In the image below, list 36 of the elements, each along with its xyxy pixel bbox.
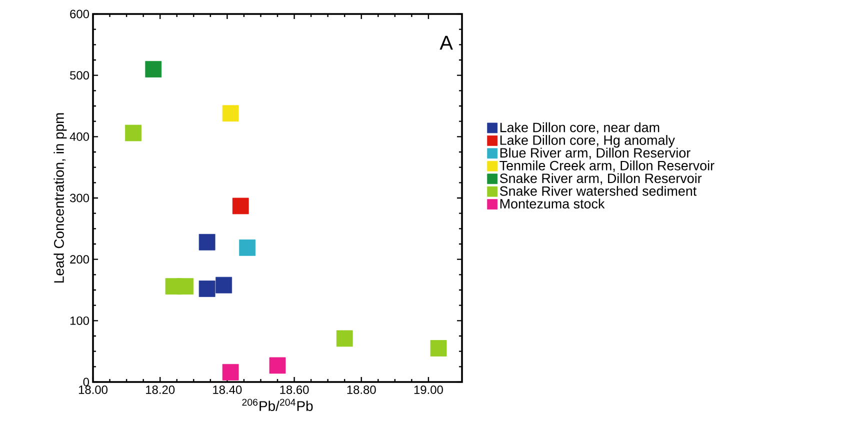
x-axis-title: $^{206}$Pb/$^{204}$Pb [242,398,313,411]
legend-label: Snake River watershed sediment [500,186,697,196]
y-tick-label: 0 [83,378,90,386]
annotation: A [440,36,453,50]
legend-label: Blue River arm, Dillon Reservior [500,148,690,160]
point [336,330,353,347]
legend-label: Lake Dillon core, Hg anomaly [500,135,675,148]
point [269,357,286,374]
legend-label: Lake Dillon core, near dam [500,122,660,134]
legend-label: Montezuma stock [500,198,605,209]
point [198,280,216,297]
x-tick-label: 18.20 [146,386,175,394]
y-axis-title: Lead Concentration, in ppm [54,113,67,283]
y-tick-label: 600 [70,10,90,18]
legend-label: Snake River arm, Dillon Reservoir [500,173,702,185]
x-tick-label: 18.40 [213,386,242,394]
point [222,364,239,380]
point [232,198,249,214]
point [239,239,256,256]
y-tick-label: 500 [70,71,90,80]
x-tick-label: 18.00 [78,386,108,394]
x-tick-label: 19.00 [414,386,443,394]
point [145,60,162,78]
point [125,124,142,142]
point [177,278,194,295]
y-tick-label: 200 [70,255,90,264]
legend-label: Tenmile Creek arm, Dillon Reservoir [500,160,714,172]
x-tick-label: 18.80 [347,386,376,394]
point [198,234,216,250]
point [430,340,447,356]
point [216,276,232,294]
y-tick-label: 400 [70,132,90,141]
y-tick-label: 300 [70,194,90,202]
point [222,105,239,122]
y-tick-label: 100 [70,316,90,325]
x-tick-label: 18.60 [280,386,309,394]
